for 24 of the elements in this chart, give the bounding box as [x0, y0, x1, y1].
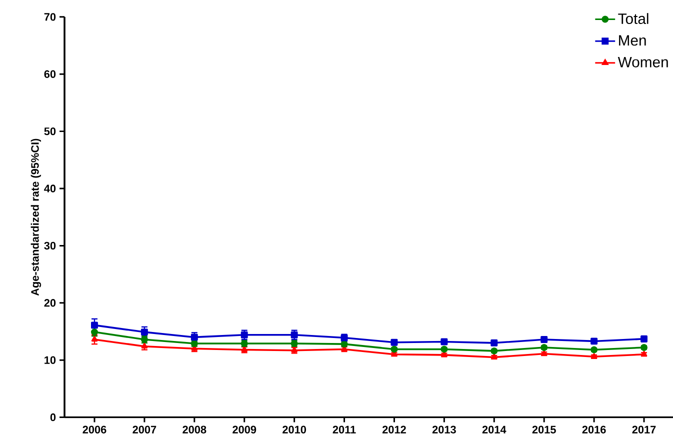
y-tick-label: 40	[44, 184, 56, 192]
y-tick-label: 0	[50, 413, 56, 422]
y-tick-label: 50	[44, 127, 56, 136]
y-tick-label: 30	[44, 242, 56, 250]
x-tick-label: 2015	[532, 426, 556, 434]
y-axis-title: Age-standardized rate (95%CI)	[30, 138, 42, 296]
x-tick-label: 2017	[632, 426, 656, 434]
x-tick-label: 2008	[182, 426, 206, 434]
legend-label: Men	[619, 35, 646, 46]
legend-label: Women	[618, 56, 668, 68]
x-tick-label: 2006	[82, 426, 106, 434]
x-tick-label: 2016	[582, 426, 606, 434]
legend-label: Total	[618, 13, 648, 24]
x-tick-label: 2010	[282, 426, 306, 434]
x-tick-label: 2012	[382, 426, 406, 434]
y-tick-label: 20	[44, 298, 56, 307]
x-tick-label: 2013	[432, 426, 456, 434]
y-tick-label: 70	[44, 13, 56, 21]
y-tick-label: 60	[44, 70, 56, 78]
x-tick-label: 2011	[332, 426, 356, 434]
y-tick-label: 10	[44, 356, 56, 364]
x-tick-label: 2009	[232, 426, 256, 434]
x-tick-label: 2007	[132, 426, 156, 434]
x-tick-label: 2014	[482, 426, 506, 434]
